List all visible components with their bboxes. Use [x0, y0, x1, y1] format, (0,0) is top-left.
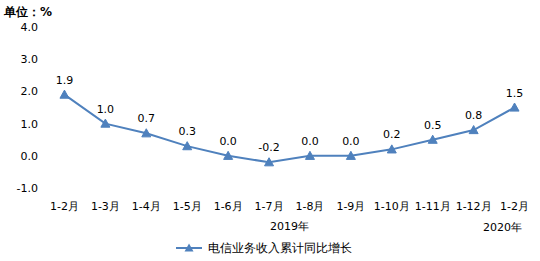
plot-area [60, 90, 519, 166]
y-tick-label: 2.0 [21, 85, 39, 98]
data-label: 0.3 [178, 125, 196, 138]
y-axis-label: 单位：% [3, 5, 52, 19]
y-tick-label: 3.0 [21, 53, 39, 66]
data-label: 0.7 [138, 112, 156, 125]
data-label: 0.0 [342, 135, 360, 148]
chart: 单位：% -1.0 0.0 1.0 2.0 3.0 4.0 1-2月 1-3月 1-4月 1-5月 1… [0, 0, 540, 261]
data-label: 1.9 [56, 74, 74, 87]
marker [60, 90, 69, 98]
marker [224, 151, 233, 159]
x-tick-label: 1-2月 [500, 200, 529, 213]
marker [510, 103, 519, 111]
y-tick-label: -1.0 [17, 182, 38, 195]
marker [428, 135, 437, 143]
marker [469, 126, 478, 134]
x-tick-label: 1-9月 [336, 200, 365, 213]
x-tick-label: 1-6月 [214, 200, 243, 213]
y-tick-label: 1.0 [21, 118, 39, 131]
data-label: 0.0 [301, 135, 319, 148]
data-label: 0.5 [424, 119, 442, 132]
line [64, 95, 514, 163]
marker [305, 151, 314, 159]
x-tick-label: 1-7月 [255, 200, 284, 213]
legend-marker [185, 244, 194, 252]
data-label: 0.2 [383, 128, 401, 141]
x-tick-label: 1-8月 [295, 200, 324, 213]
x-tick-label: 1-12月 [456, 200, 492, 213]
x-tick-label: 1-5月 [173, 200, 202, 213]
data-label: -0.2 [258, 141, 279, 154]
annotation: 2020年 [483, 221, 522, 234]
x-tick-label: 1-2月 [50, 200, 79, 213]
y-tick-label: 0.0 [21, 150, 39, 163]
x-tick-label: 1-10月 [374, 200, 410, 213]
data-label: 1.5 [506, 87, 524, 100]
legend-label: 电信业务收入累计同比增长 [208, 241, 352, 255]
x-tick-label: 1-11月 [415, 200, 451, 213]
annotation: 2019年 [270, 220, 309, 233]
data-label: 0.8 [465, 109, 483, 122]
y-tick-label: 4.0 [21, 21, 39, 34]
data-label: 1.0 [97, 103, 115, 116]
marker [183, 142, 192, 150]
marker [265, 158, 274, 166]
data-label: 0.0 [219, 135, 237, 148]
marker [142, 129, 151, 137]
marker [387, 145, 396, 153]
x-tick-label: 1-3月 [91, 200, 120, 213]
x-tick-label: 1-4月 [132, 200, 161, 213]
marker [346, 151, 355, 159]
marker [101, 119, 110, 127]
